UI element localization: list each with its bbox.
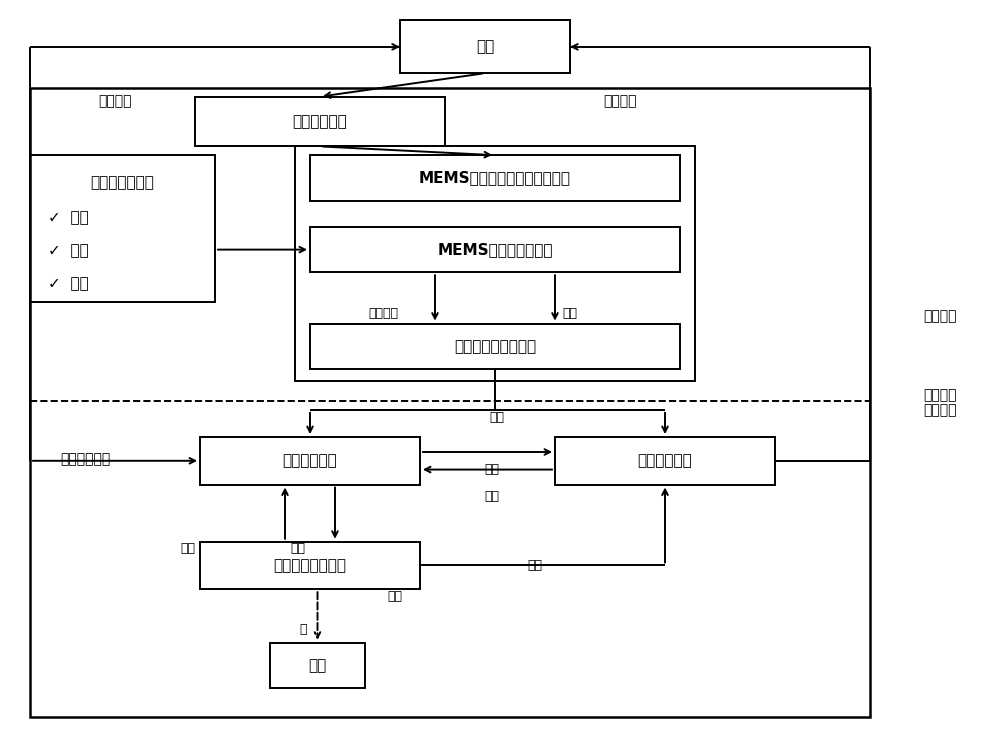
FancyBboxPatch shape	[270, 643, 365, 688]
Text: 供能: 供能	[528, 559, 542, 572]
FancyBboxPatch shape	[310, 324, 680, 369]
FancyBboxPatch shape	[555, 437, 775, 485]
Text: 能量供给: 能量供给	[923, 403, 957, 417]
FancyBboxPatch shape	[200, 542, 420, 589]
Text: 脉冲起携: 脉冲起携	[923, 309, 957, 324]
Text: 交流: 交流	[562, 307, 578, 320]
Text: 电极导线: 电极导线	[603, 94, 637, 108]
Text: MEMS微振动能源器件: MEMS微振动能源器件	[437, 242, 553, 257]
FancyBboxPatch shape	[195, 97, 445, 146]
Text: 心脏: 心脏	[476, 40, 494, 54]
FancyBboxPatch shape	[200, 437, 420, 485]
Text: 电极导线: 电极导线	[98, 94, 132, 108]
Text: 备用能源切换模块: 备用能源切换模块	[274, 558, 347, 573]
Text: MEMS人体微振动能量收集模块: MEMS人体微振动能量收集模块	[419, 171, 571, 185]
Text: ✓  运动: ✓ 运动	[48, 276, 89, 291]
Text: 信息采集模块: 信息采集模块	[283, 453, 337, 468]
Text: 供能: 供能	[490, 411, 505, 424]
Text: 不够: 不够	[388, 590, 402, 603]
Text: 休眠: 休眠	[308, 658, 327, 673]
Text: 控制: 控制	[484, 463, 500, 477]
Text: ✓  呼吸: ✓ 呼吸	[48, 243, 89, 258]
Text: 心电信号采集: 心电信号采集	[60, 452, 110, 466]
Text: 体内植入手术: 体内植入手术	[293, 114, 347, 129]
Text: 供能: 供能	[180, 542, 196, 556]
Text: 能量收集: 能量收集	[923, 388, 957, 403]
FancyBboxPatch shape	[310, 227, 680, 272]
Text: 命令: 命令	[484, 490, 500, 503]
Text: 压电效应: 压电效应	[368, 307, 398, 320]
FancyBboxPatch shape	[400, 20, 570, 73]
Text: 够: 够	[299, 623, 307, 636]
Text: 判断: 判断	[290, 542, 306, 556]
FancyBboxPatch shape	[310, 155, 680, 201]
Text: 微振动能源管理电路: 微振动能源管理电路	[454, 339, 536, 354]
Text: ✓  心跳: ✓ 心跳	[48, 210, 89, 225]
Text: 人体振动能量源: 人体振动能量源	[91, 176, 154, 190]
Text: 脉冲电控模块: 脉冲电控模块	[638, 453, 692, 468]
